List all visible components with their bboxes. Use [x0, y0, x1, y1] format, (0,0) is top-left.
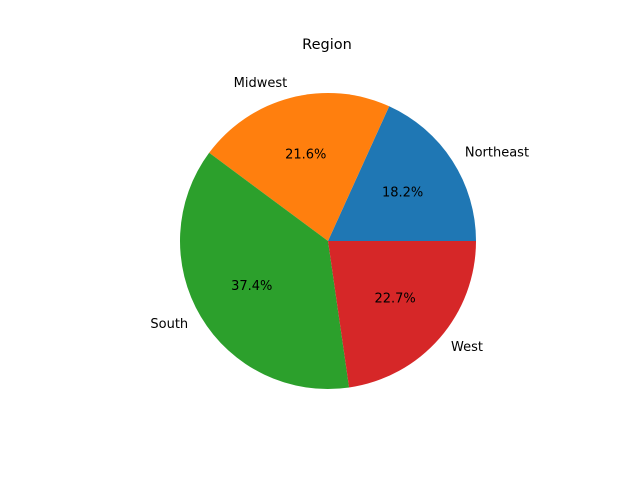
percent-label-west: 22.7%: [374, 292, 415, 307]
percent-label-midwest: 21.6%: [285, 148, 326, 163]
pie-slice-northeast: [328, 106, 477, 241]
slice-label-west: West: [451, 340, 483, 355]
percent-label-northeast: 18.2%: [382, 185, 423, 200]
slice-label-midwest: Midwest: [234, 76, 288, 91]
slice-label-south: South: [150, 317, 188, 332]
pie-slices: [179, 92, 477, 390]
pie-slice-west: [328, 241, 476, 388]
pie-labels: Northeast 18.2% Midwest 21.6% South 37.4% West…: [150, 76, 529, 355]
pie-slice-midwest: [209, 92, 390, 241]
percent-label-south: 37.4%: [231, 279, 272, 294]
chart-title: Region: [302, 37, 352, 53]
pie-slice-south: [179, 152, 350, 390]
slice-label-northeast: Northeast: [465, 145, 529, 160]
